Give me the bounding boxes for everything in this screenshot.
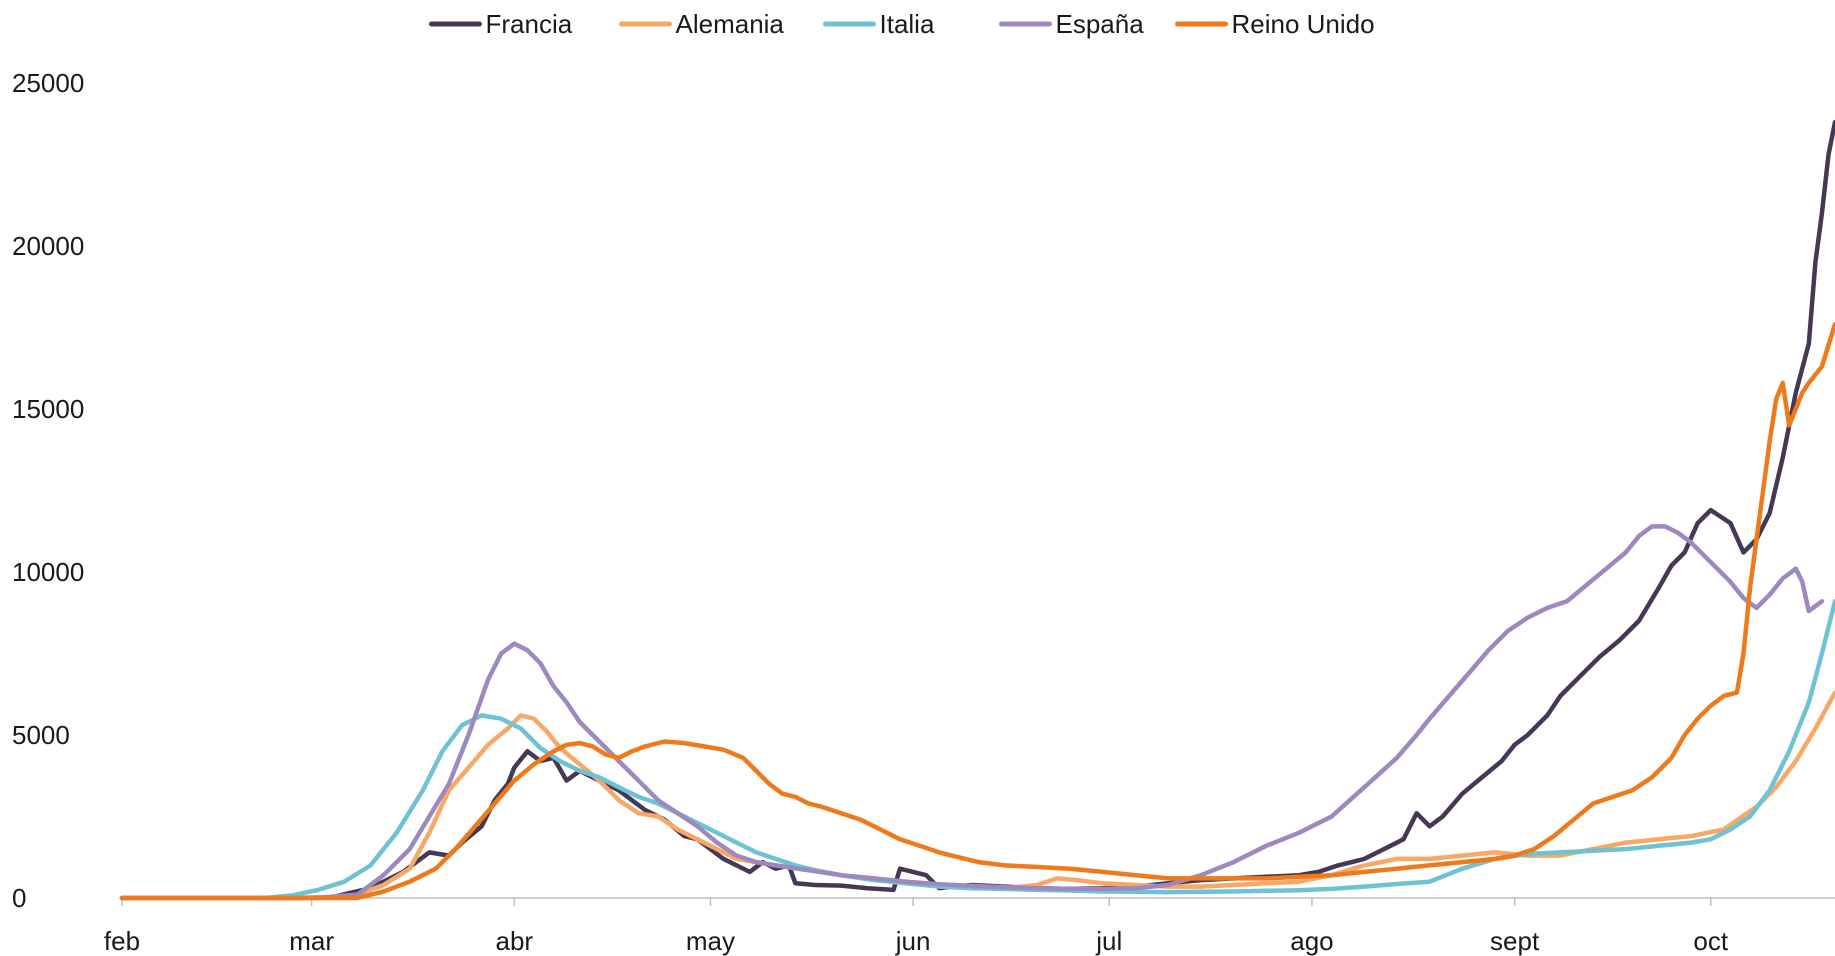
y-tick-label: 15000 [12,394,84,424]
y-tick-label: 0 [12,883,26,913]
y-tick-label: 20000 [12,231,84,261]
x-tick-label: may [686,926,735,956]
x-tick-label: feb [104,926,140,956]
series-layer [122,122,1835,898]
series-line-alemania [122,693,1835,898]
legend-label: España [1056,9,1145,39]
legend-label: Francia [486,9,573,39]
y-tick-label: 10000 [12,557,84,587]
y-tick-label: 25000 [12,68,84,98]
legend: Francia Alemania Italia España Reino Unido [432,9,1375,39]
x-tick-label: mar [289,926,334,956]
legend-label: Italia [880,9,935,39]
x-tick-label: jul [1095,926,1122,956]
series-line-españa [122,526,1822,898]
x-tick-label: jun [895,926,931,956]
x-tick-label: sept [1490,926,1540,956]
x-axis: feb mar abr may jun jul ago sept oct [104,898,1835,956]
series-line-reino-unido [122,324,1835,898]
series-line-francia [122,122,1835,898]
x-tick-label: abr [496,926,534,956]
y-tick-label: 5000 [12,720,70,750]
x-tick-label: oct [1693,926,1728,956]
series-line-italia [122,601,1835,898]
legend-label: Alemania [676,9,785,39]
y-axis: 0 5000 10000 15000 20000 25000 [12,68,84,913]
x-tick-label: ago [1290,926,1333,956]
legend-label: Reino Unido [1232,9,1375,39]
